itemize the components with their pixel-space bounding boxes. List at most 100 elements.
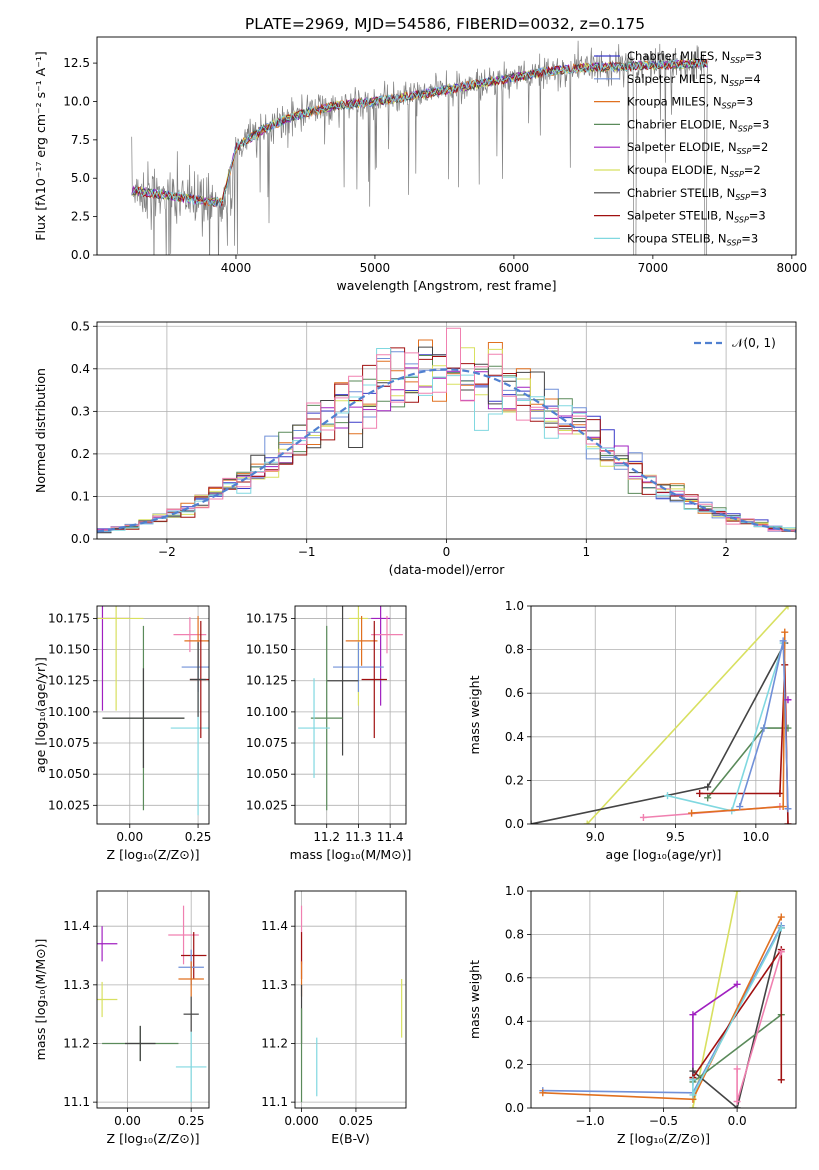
weight-marker — [733, 980, 741, 988]
x-axis-label: E(B-V) — [331, 1131, 370, 1146]
weight-marker — [689, 1091, 697, 1099]
y-tick-label: 10.0 — [63, 94, 90, 108]
legend-label: Chabrier MILES, NSSP=3 — [627, 49, 762, 65]
y-tick-label: 11.3 — [261, 978, 288, 992]
y-tick-label: 10.100 — [48, 705, 90, 719]
weight-series-kroupa_stelib — [664, 639, 787, 815]
y-tick-label: 11.4 — [63, 919, 90, 933]
y-tick-label: 0.2 — [71, 447, 90, 461]
y-tick-label: 10.025 — [246, 798, 288, 812]
x-tick-label: 11.2 — [313, 830, 340, 844]
y-tick-label: 0.6 — [505, 686, 524, 700]
weight-marker — [733, 891, 741, 895]
panel-age_vs_Z: 0.00 0.25 10.025 10.050 10.075 10.100 10.125 10… — [33, 605, 211, 862]
y-tick-label: 0.8 — [505, 927, 524, 941]
weight-marker — [689, 1104, 697, 1108]
x-tick-label: 7000 — [638, 261, 669, 275]
legend-label: Salpeter MILES, NSSP=4 — [627, 72, 761, 88]
panel-age_vs_mass: 11.2 11.3 11.4 10.025 10.050 10.075 10.100 10.1… — [246, 605, 411, 862]
legend-label: 𝒩(0, 1) — [732, 336, 776, 350]
x-tick-label: 0.00 — [114, 1114, 141, 1128]
x-tick-label: 0.00 — [116, 830, 143, 844]
x-axis-label: (data-model)/error — [389, 562, 506, 577]
weight-series-salpeter_miles — [539, 922, 785, 1097]
y-tick-label: 0.4 — [71, 362, 90, 376]
weight-marker — [704, 794, 712, 802]
legend-label: Kroupa STELIB, NSSP=3 — [627, 231, 758, 247]
plot-area — [531, 606, 792, 824]
x-tick-label: 0.000 — [284, 1114, 318, 1128]
y-tick-label: 0.0 — [71, 248, 90, 262]
weight-marker — [696, 789, 704, 797]
weight-series-chabrier_stelib — [531, 639, 789, 824]
weight-line — [692, 927, 783, 1108]
legend-label: Salpeter STELIB, NSSP=3 — [627, 209, 766, 225]
errorbar-point — [178, 961, 204, 997]
errorbar-point — [181, 932, 207, 979]
weight-marker — [784, 805, 792, 813]
spectrum-model-line-kroupa_miles — [131, 58, 708, 207]
weight-series-kroupa_stelib — [689, 924, 785, 1099]
weight-marker — [760, 724, 768, 732]
weight-line — [667, 642, 784, 812]
weight-marker — [784, 820, 792, 824]
weight-marker — [689, 1011, 697, 1019]
weight-series-chabrier_elodie — [704, 724, 792, 802]
weight-line — [699, 664, 789, 824]
y-tick-label: 11.1 — [261, 1095, 288, 1109]
weight-marker — [639, 813, 647, 821]
legend-label: Salpeter ELODIE, NSSP=2 — [627, 140, 768, 156]
y-tick-label: 10.175 — [48, 611, 90, 625]
plot-area — [131, 40, 709, 255]
x-tick-label: −0.5 — [649, 1114, 678, 1128]
x-tick-label: 9.5 — [666, 830, 685, 844]
axes-frame — [96, 36, 797, 256]
y-tick-label: 11.1 — [63, 1095, 90, 1109]
y-tick-label: 10.175 — [246, 611, 288, 625]
weight-marker — [776, 789, 784, 797]
spectrum-model-line-salpeter_stelib — [131, 57, 708, 208]
y-axis-label: mass weight — [467, 675, 482, 754]
y-tick-label: 10.050 — [48, 767, 90, 781]
axes-frame — [96, 890, 210, 1109]
spectrum-model-line-kroupa_stelib — [131, 59, 708, 208]
weight-series-pink — [733, 948, 785, 1105]
x-tick-label: 4000 — [221, 261, 252, 275]
spectrum-model-line-salpeter_miles — [131, 58, 708, 206]
y-tick-label: 0.8 — [505, 643, 524, 657]
x-tick-label: 0 — [443, 545, 451, 559]
axes-frame — [96, 605, 210, 825]
weight-marker — [733, 1104, 741, 1108]
spectrum-data-line — [131, 40, 709, 255]
plot-area — [539, 891, 785, 1108]
x-axis-label: Z [log₁₀(Z/Z⊙)] — [107, 1131, 200, 1146]
y-tick-label: 0.3 — [71, 404, 90, 418]
weight-marker — [777, 948, 785, 956]
weight-marker — [781, 628, 789, 636]
weight-series-kroupa_miles — [539, 913, 785, 1103]
y-tick-label: 11.3 — [63, 978, 90, 992]
y-tick-label: 2.5 — [71, 210, 90, 224]
y-tick-label: 0.1 — [71, 489, 90, 503]
y-tick-label: 10.100 — [246, 705, 288, 719]
axes-frame — [530, 605, 797, 825]
legend-label: Chabrier ELODIE, NSSP=3 — [627, 117, 769, 133]
x-tick-label: 5000 — [360, 261, 391, 275]
y-tick-label: 0.0 — [505, 817, 524, 831]
y-tick-label: 10.050 — [246, 767, 288, 781]
x-tick-label: 2 — [722, 545, 730, 559]
legend-label: Kroupa MILES, NSSP=3 — [627, 95, 753, 111]
y-tick-label: 11.4 — [261, 919, 288, 933]
spectrum-model-line-kroupa_elodie — [131, 58, 708, 204]
weight-marker — [784, 606, 792, 610]
y-tick-label: 0.6 — [505, 971, 524, 985]
panel-mass_vs_ebv: 0.000 0.025 11.1 11.2 11.3 11.4 E(B-V) — [261, 890, 407, 1146]
weight-marker — [777, 1076, 785, 1084]
x-axis-label: wavelength [Angstrom, rest frame] — [336, 278, 556, 293]
figure-title: PLATE=2969, MJD=54586, FIBERID=0032, z=0… — [245, 15, 645, 33]
x-tick-label: 9.0 — [586, 830, 605, 844]
y-tick-label: 10.125 — [48, 674, 90, 688]
y-tick-label: 0.0 — [71, 532, 90, 546]
y-axis-label: Normed distribution — [33, 368, 48, 493]
